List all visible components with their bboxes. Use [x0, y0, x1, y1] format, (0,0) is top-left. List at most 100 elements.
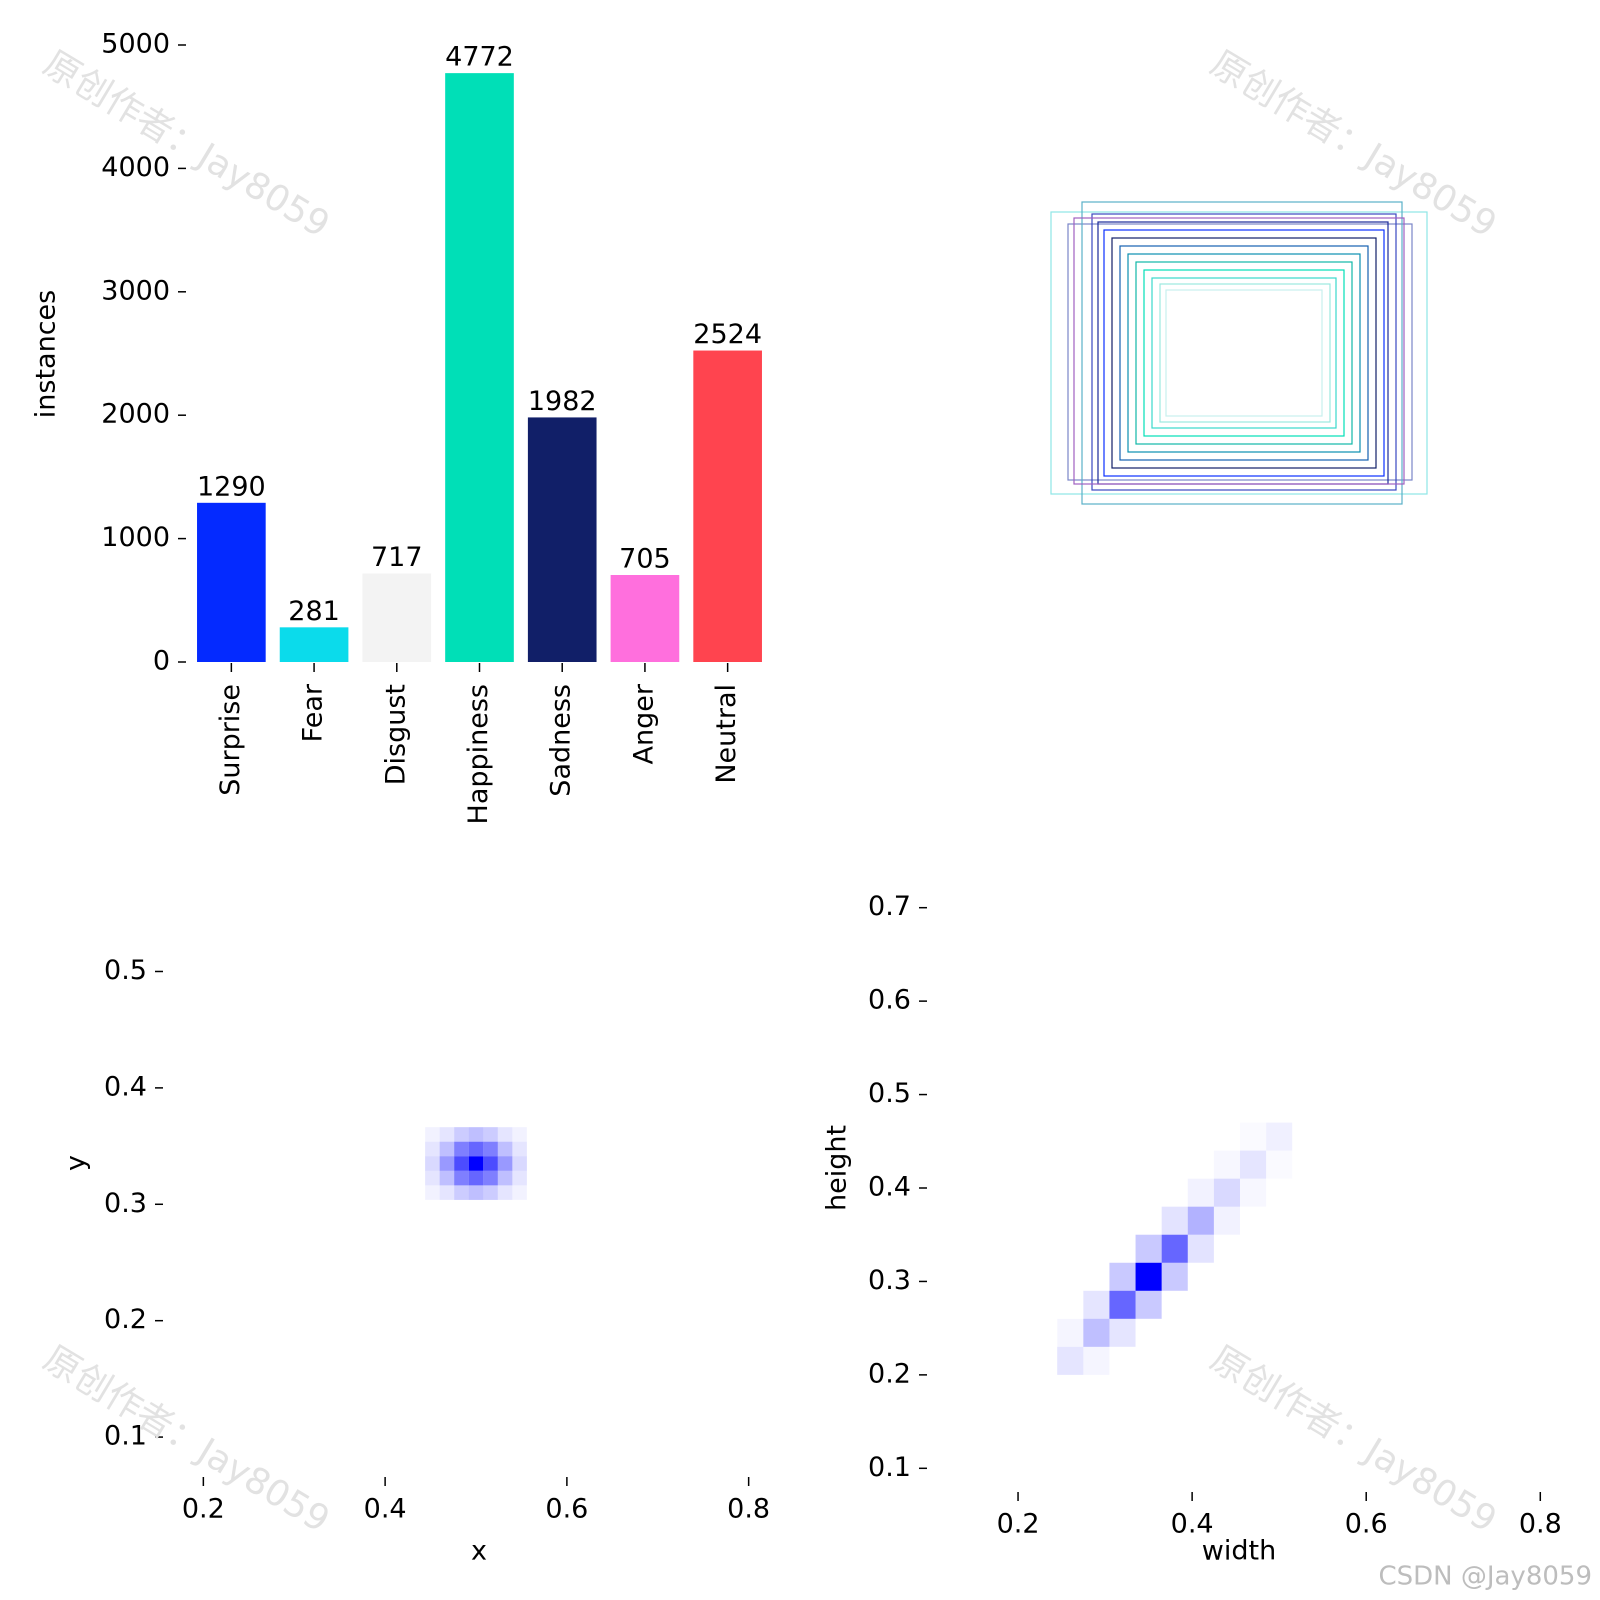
y-tick-label: 0.1 [868, 1452, 911, 1483]
heat-cell [1240, 1263, 1266, 1291]
heat-cell [1083, 1123, 1109, 1151]
heat-cell [439, 1141, 455, 1157]
heat-cell [1109, 1235, 1135, 1263]
box [1165, 289, 1323, 417]
heat-cell [1240, 1207, 1266, 1235]
box-overlay [1050, 201, 1428, 505]
box [1103, 229, 1385, 477]
bar [527, 417, 597, 662]
x-tick-label: 0.6 [1345, 1509, 1388, 1540]
heat-cell [1188, 1123, 1214, 1151]
heat-cell [1162, 1151, 1188, 1179]
y-tick-label: 5000 [101, 29, 170, 60]
heat-cell [1083, 1179, 1109, 1207]
x-tick-label: Surprise [215, 684, 246, 796]
heat-cell [1136, 1347, 1162, 1375]
heat-cell [439, 1170, 455, 1186]
y-tick-label: 0 [153, 646, 170, 677]
heat-cell [1161, 1262, 1188, 1291]
heat-cell [1136, 1319, 1162, 1347]
heat-cell [454, 1185, 469, 1200]
heat-cell [1083, 1235, 1109, 1263]
heat-cell [1057, 1151, 1083, 1179]
value-label: 1982 [528, 386, 597, 417]
heat-cell [1162, 1123, 1188, 1151]
heat-cell [1057, 1123, 1083, 1151]
y-tick-label: 0.6 [868, 985, 911, 1016]
heat-cell [1187, 1234, 1214, 1263]
heat-cell [1187, 1178, 1214, 1207]
heat-cell [1109, 1207, 1135, 1235]
box [1073, 217, 1405, 485]
heat-cell [439, 1156, 455, 1171]
box [1081, 201, 1403, 505]
heat-cell [1109, 1262, 1136, 1291]
heat-cell [483, 1156, 498, 1171]
bar [279, 627, 349, 662]
heat-cell [454, 1127, 469, 1142]
y-axis-label: height [822, 1125, 853, 1211]
heat-cell [1240, 1179, 1266, 1207]
heat-cell [1266, 1235, 1292, 1263]
x-tick-label: Disgust [380, 684, 411, 785]
bar [610, 575, 680, 662]
heat-cell [1240, 1150, 1267, 1179]
box [1151, 277, 1337, 429]
heat-cell [439, 1185, 455, 1200]
heat-cell [483, 1185, 498, 1200]
watermark: 原创作者：Jay8059 [36, 43, 336, 246]
heat-cell [1135, 1290, 1162, 1319]
y-tick-label: 0.5 [868, 1078, 911, 1109]
heat-cell [1136, 1123, 1162, 1151]
heat-cell [497, 1156, 513, 1171]
x-tick-label: 0.6 [545, 1494, 588, 1525]
y-tick-label: 0.2 [868, 1358, 911, 1389]
x-tick-label: Neutral [711, 684, 742, 784]
y-axis-label: instances [31, 290, 62, 418]
box [1091, 213, 1397, 491]
heat-cell [1266, 1319, 1292, 1347]
heat-cell [483, 1127, 498, 1142]
heat-cell [1057, 1179, 1083, 1207]
heat-cell [497, 1127, 513, 1142]
heat-cell [1214, 1151, 1240, 1179]
box [1135, 261, 1353, 445]
heat-cell [1083, 1318, 1110, 1347]
value-label: 281 [288, 596, 340, 627]
heat-cell [1109, 1123, 1135, 1151]
heat-cell [1135, 1262, 1162, 1291]
heat-cell [425, 1156, 440, 1171]
heat-cell [468, 1156, 484, 1171]
heat-cell [1240, 1319, 1266, 1347]
box [1050, 211, 1428, 495]
heat-cell [1214, 1291, 1240, 1319]
box [1143, 269, 1345, 437]
heat-cell [468, 1141, 484, 1157]
heat-cell [1083, 1290, 1110, 1319]
y-tick-label: 0.7 [868, 891, 911, 922]
heat-cell [1109, 1290, 1136, 1319]
credit: CSDN @Jay8059 [1378, 1562, 1592, 1592]
heat-cell [1214, 1235, 1240, 1263]
heat-cell [454, 1170, 469, 1186]
heat-cell [1240, 1291, 1266, 1319]
heat-cell [1266, 1151, 1292, 1179]
heat-cell [512, 1127, 527, 1142]
x-tick-label: 0.2 [182, 1494, 225, 1525]
heat-cell [1135, 1234, 1162, 1263]
box [1067, 223, 1413, 481]
heat-cell [1266, 1207, 1292, 1235]
heat-cell [439, 1127, 455, 1142]
box [1159, 283, 1331, 423]
heat-cell [1057, 1318, 1084, 1347]
heat-cell [1109, 1179, 1135, 1207]
y-tick-label: 0.3 [104, 1188, 147, 1219]
heat-cell [1266, 1291, 1292, 1319]
y-tick-label: 0.3 [868, 1265, 911, 1296]
box [1111, 237, 1377, 469]
y-tick-label: 0.4 [104, 1071, 147, 1102]
heat-cell [1057, 1207, 1083, 1235]
heat-cell [1161, 1234, 1188, 1263]
heat-cell [1083, 1207, 1109, 1235]
